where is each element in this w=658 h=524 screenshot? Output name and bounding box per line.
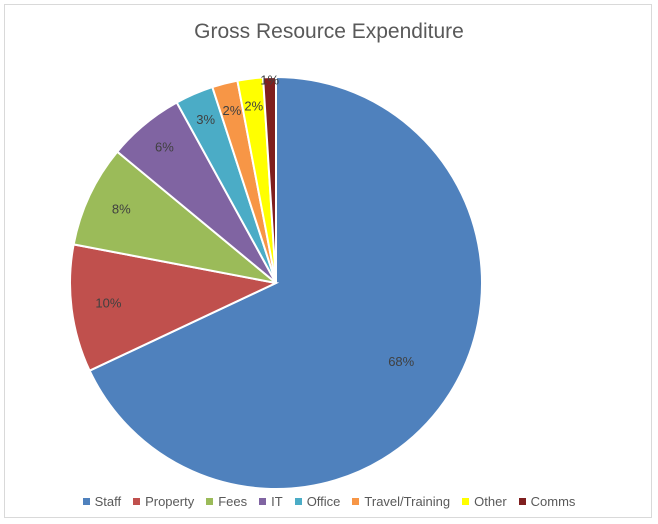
legend-swatch [259,498,267,505]
legend-item-travel-training: Travel/Training [352,494,450,509]
chart-legend: Staff Property Fees IT Office Travel/Training… [0,494,658,509]
legend-swatch [133,498,141,505]
legend-item-fees: Fees [206,494,247,509]
legend-swatch [462,498,470,505]
legend-swatch [518,498,526,505]
legend-label: Fees [218,494,248,509]
data-label-comms: 1% [260,73,279,88]
data-label-staff: 68% [388,354,414,369]
pie-slice-comms [262,75,277,284]
legend-item-office: Office [294,494,341,509]
legend-label: Office [306,494,341,509]
pie-slice-property [69,243,280,373]
legend-item-it: IT [259,494,283,509]
legend-label: Staff [94,494,122,509]
pie-slice-fees [72,150,277,284]
legend-swatch [352,498,360,505]
legend-swatch [206,498,214,505]
legend-item-comms: Comms [518,494,576,509]
chart-title: Gross Resource Expenditure [194,20,464,43]
data-label-it: 6% [155,140,174,155]
legend-label: Other [474,494,507,509]
data-label-other: 2% [244,99,263,114]
legend-item-property: Property [133,494,194,509]
data-label-property: 10% [95,296,121,311]
legend-label: IT [271,494,283,509]
pie-slice-staff [88,75,483,490]
legend-label: Property [145,494,195,509]
legend-swatch [82,498,90,505]
legend-item-staff: Staff [82,494,122,509]
legend-label: Travel/Training [364,494,451,509]
data-label-office: 3% [196,112,215,127]
legend-label: Comms [530,494,576,509]
data-label-travel-training: 2% [223,103,242,118]
data-label-fees: 8% [112,202,131,217]
legend-item-other: Other [462,494,507,509]
legend-swatch [294,498,302,505]
